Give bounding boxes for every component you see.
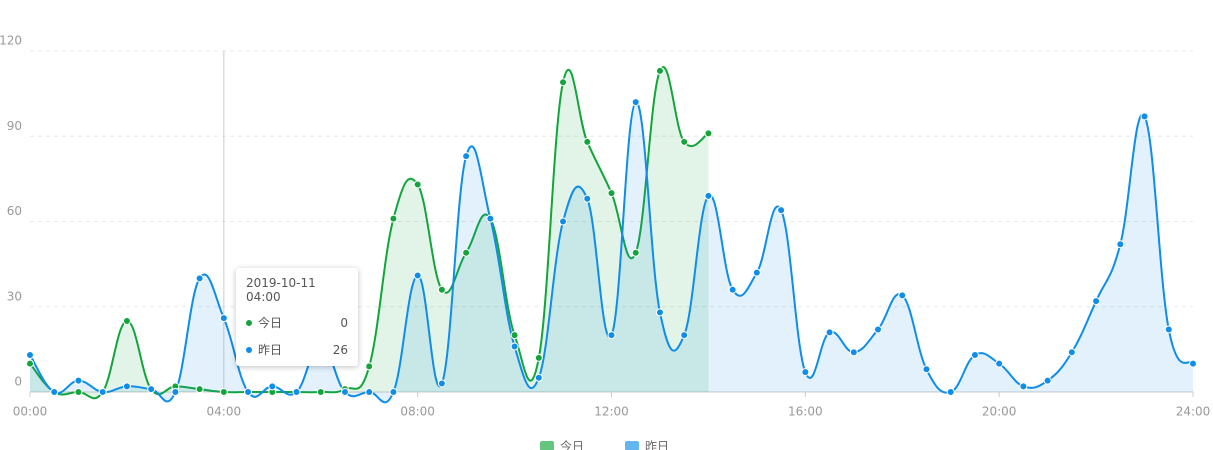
y-tick-label: 30	[7, 289, 22, 303]
point	[365, 388, 374, 396]
point	[219, 314, 228, 323]
legend-swatch	[625, 441, 639, 450]
y-tick-label: 60	[7, 204, 22, 218]
point	[147, 385, 156, 394]
point	[316, 388, 325, 396]
area	[30, 102, 1193, 403]
legend-swatch	[540, 441, 554, 450]
point	[340, 388, 349, 396]
point	[1043, 376, 1052, 385]
tooltip-row: 今日 0	[246, 314, 348, 331]
point	[74, 376, 83, 385]
tooltip-label: 昨日	[258, 343, 283, 357]
point	[801, 368, 810, 377]
point	[752, 268, 761, 277]
point	[777, 206, 786, 215]
point	[559, 78, 568, 87]
point	[631, 98, 640, 107]
point	[898, 291, 907, 300]
legend-label: 昨日	[645, 440, 669, 450]
x-tick-label: 12:00	[594, 405, 629, 419]
point	[655, 66, 664, 75]
x-tick-label: 20:00	[982, 405, 1017, 419]
point	[510, 331, 519, 340]
tooltip-value: 26	[332, 342, 348, 357]
tooltip-dot	[246, 319, 252, 326]
point	[122, 382, 131, 391]
point	[292, 388, 301, 396]
tooltip-label: 今日	[258, 316, 283, 330]
y-tick-label: 0	[14, 375, 22, 389]
point	[680, 331, 689, 340]
point	[946, 388, 955, 396]
point	[462, 248, 471, 257]
area	[30, 67, 709, 399]
point	[995, 359, 1004, 368]
point	[486, 214, 495, 223]
x-tick-label: 16:00	[788, 405, 823, 419]
point	[1067, 348, 1076, 357]
x-tick-label: 08:00	[400, 405, 435, 419]
point	[98, 388, 107, 396]
tooltip-dot	[246, 346, 252, 353]
x-tick-label: 24:00	[1176, 405, 1211, 419]
legend-label: 今日	[560, 439, 584, 450]
point	[171, 388, 180, 396]
point	[534, 353, 543, 362]
point	[1116, 240, 1125, 249]
point	[1189, 359, 1197, 368]
point	[1092, 297, 1101, 306]
point	[437, 379, 446, 388]
point	[26, 351, 34, 360]
tooltip: 2019-10-11 04:00 今日 0 昨日 26	[236, 268, 358, 366]
point	[1019, 382, 1028, 391]
point	[1140, 112, 1149, 121]
point	[922, 365, 931, 374]
point	[680, 137, 689, 146]
point	[510, 342, 519, 351]
point	[413, 271, 422, 280]
point	[437, 285, 446, 294]
point	[631, 248, 640, 257]
tooltip-title: 2019-10-11 04:00	[246, 276, 316, 304]
point	[728, 285, 737, 294]
point	[365, 362, 374, 371]
point	[583, 194, 592, 203]
point	[849, 348, 858, 357]
point	[219, 388, 228, 396]
point	[1164, 325, 1173, 334]
point	[704, 129, 713, 138]
x-tick-label: 00:00	[13, 405, 48, 419]
point	[704, 191, 713, 200]
x-tick-label: 04:00	[207, 405, 242, 419]
point	[195, 385, 204, 394]
point	[559, 217, 568, 226]
point	[970, 351, 979, 360]
point	[195, 274, 204, 283]
point	[655, 308, 664, 317]
point	[74, 388, 83, 396]
y-tick-label: 120	[0, 34, 22, 48]
point	[874, 325, 883, 334]
point	[607, 189, 616, 198]
point	[244, 388, 253, 396]
point	[413, 180, 422, 189]
point	[389, 388, 398, 396]
point	[583, 137, 592, 146]
point	[534, 373, 543, 382]
point	[607, 331, 616, 340]
point	[462, 152, 471, 161]
point	[268, 382, 277, 391]
tooltip-row: 昨日 26	[246, 341, 348, 358]
point	[50, 388, 59, 396]
point	[825, 328, 834, 337]
point	[389, 214, 398, 223]
point	[122, 316, 131, 325]
tooltip-value: 0	[340, 315, 348, 330]
y-tick-label: 90	[7, 119, 22, 133]
point	[26, 359, 34, 368]
